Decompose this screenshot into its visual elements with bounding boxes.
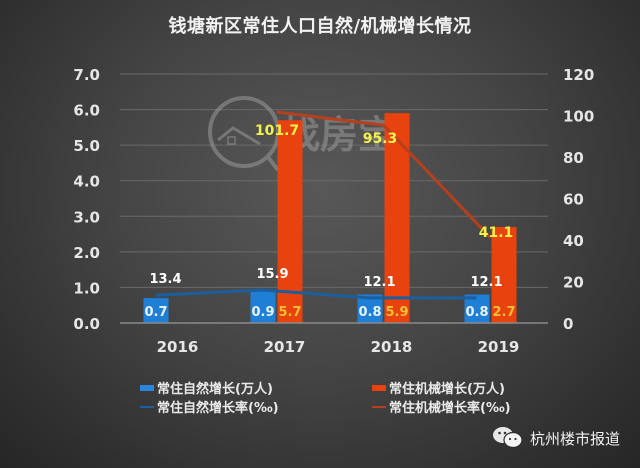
data-labels-layer: 0.7 13.4 0.9 5.7 15.9 0.8 5.9 12.1 0.8 2.7 12.1 101… xyxy=(144,123,515,320)
bar-mechanical-growth xyxy=(491,226,517,323)
left-axis-tick: 5.0 xyxy=(73,137,100,155)
label-natural-growth: 0.8 xyxy=(358,305,381,320)
left-axis-tick: 1.0 xyxy=(73,279,100,297)
label-mechanical-rate: 101.7 xyxy=(255,123,299,139)
legend-swatch-orange-line xyxy=(372,405,386,408)
left-axis-tick: 2.0 xyxy=(73,244,100,262)
bar-natural-growth xyxy=(143,298,169,323)
legend-item-mechanical-growth: 常住机械增长(万人) xyxy=(372,378,505,397)
gridlines xyxy=(120,73,548,288)
right-axis-tick: 80 xyxy=(563,149,584,167)
right-axis-tick: 120 xyxy=(563,66,594,84)
line-natural-rate xyxy=(155,288,477,300)
label-mechanical-growth: 2.7 xyxy=(492,305,515,320)
label-natural-growth: 0.7 xyxy=(144,305,167,320)
label-natural-growth: 0.9 xyxy=(251,305,274,320)
chart-legend: 常住自然增长(万人) 常住机械增长(万人) 常住自然增长率(‰) 常住机械增长率… xyxy=(140,378,560,418)
right-axis-tick: 20 xyxy=(563,274,584,292)
right-axis-tick: 60 xyxy=(563,191,584,209)
axes-layer: 0.0 1.0 2.0 3.0 4.0 5.0 6.0 7.0 0 20 40 60 80 100 120 2… xyxy=(73,66,594,356)
lines-layer xyxy=(155,110,492,300)
label-mechanical-growth: 5.7 xyxy=(278,305,301,320)
left-axis-tick: 7.0 xyxy=(73,66,100,84)
label-mechanical-rate: 95.3 xyxy=(363,131,398,147)
label-natural-rate: 12.1 xyxy=(363,275,395,290)
legend-item-mechanical-rate: 常住机械增长率(‰) xyxy=(372,397,511,416)
legend-item-natural-growth: 常住自然增长(万人) xyxy=(140,378,273,397)
x-axis-tick: 2017 xyxy=(264,338,306,356)
label-mechanical-growth: 5.9 xyxy=(385,305,408,320)
left-axis-tick: 4.0 xyxy=(73,173,100,191)
legend-swatch-blue-line xyxy=(140,405,154,408)
legend-swatch-blue-bar xyxy=(140,384,154,391)
label-mechanical-rate: 41.1 xyxy=(479,225,514,241)
brand-footer: 杭州楼市报道 xyxy=(492,426,620,450)
right-axis-tick: 0 xyxy=(563,315,573,333)
brand-label: 杭州楼市报道 xyxy=(530,429,621,448)
x-axis-tick: 2019 xyxy=(478,338,520,356)
label-natural-rate: 15.9 xyxy=(256,267,288,282)
bar-natural-growth xyxy=(250,290,276,323)
legend-label: 常住自然增长(万人) xyxy=(157,382,273,397)
legend-label: 常住机械增长(万人) xyxy=(389,382,505,397)
legend-label: 常住机械增长率(‰) xyxy=(389,401,511,416)
right-axis-tick: 40 xyxy=(563,232,584,250)
label-natural-rate: 12.1 xyxy=(470,275,502,290)
legend-item-natural-rate: 常住自然增长率(‰) xyxy=(140,397,279,416)
x-axis-tick: 2016 xyxy=(157,338,199,356)
left-axis-tick: 6.0 xyxy=(73,102,100,120)
right-axis-tick: 100 xyxy=(563,108,594,126)
x-axis-tick: 2018 xyxy=(371,338,413,356)
label-natural-growth: 0.8 xyxy=(465,305,488,320)
bar-mechanical-growth xyxy=(277,120,303,323)
chart-title: 钱塘新区常住人口自然/机械增长情况 xyxy=(168,16,472,37)
wechat-icon xyxy=(493,427,523,449)
left-axis-tick: 3.0 xyxy=(73,208,100,226)
label-natural-rate: 13.4 xyxy=(149,272,181,287)
line-mechanical-rate xyxy=(276,110,492,239)
legend-swatch-orange-bar xyxy=(372,384,386,391)
left-axis-tick: 0.0 xyxy=(73,315,100,333)
legend-label: 常住自然增长率(‰) xyxy=(157,401,279,416)
